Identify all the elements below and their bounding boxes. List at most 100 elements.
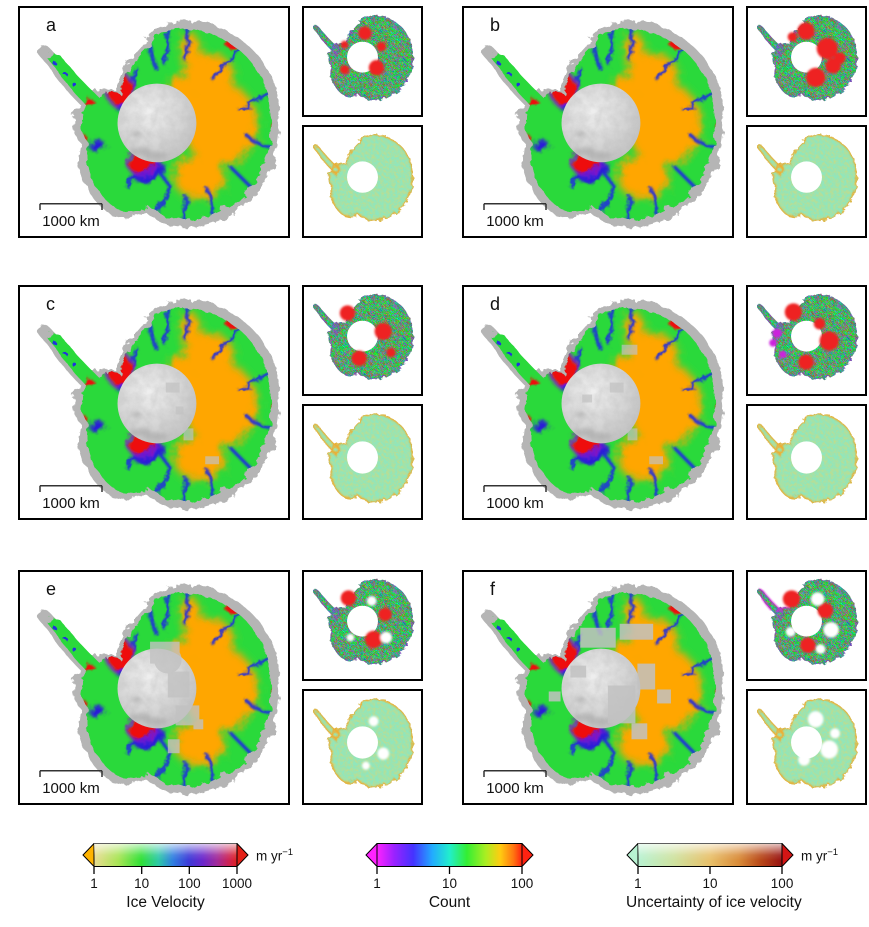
scale-bar-bracket <box>39 770 103 777</box>
scale-bar: 1000 km <box>37 770 105 797</box>
scale-bar: 1000 km <box>37 485 105 512</box>
panel-e: e 1000 km <box>18 570 423 805</box>
panel-f: f 1000 km <box>462 570 867 805</box>
colorbar-title: Uncertainty of ice velocity <box>626 894 802 911</box>
velocity-map-box-b: b 1000 km <box>462 6 734 238</box>
count-map-inset <box>302 6 423 117</box>
colorbar-ice-velocity: 1 10 100 1000 Ice Velocity m yr−1 <box>82 843 293 912</box>
panel-letter: b <box>490 15 501 35</box>
antarctica-ice-velocity-map <box>464 572 732 803</box>
velocity-map-box-f: f 1000 km <box>462 570 734 805</box>
tick-label: 100 <box>770 876 794 891</box>
panel-letter: d <box>490 294 501 314</box>
count-map-inset <box>746 570 867 681</box>
uncertainty-map-inset <box>302 689 423 805</box>
scale-bar-label: 1000 km <box>486 495 544 512</box>
uncertainty-map-inset <box>302 125 423 238</box>
uncertainty-tick-labels: 1 10 100 <box>626 876 794 892</box>
antarctica-ice-velocity-map <box>20 287 288 518</box>
count-map-inset <box>746 6 867 117</box>
unit-exponent: −1 <box>282 847 294 858</box>
uncertainty-map <box>304 127 421 236</box>
count-map-inset <box>746 285 867 396</box>
tick-label: 10 <box>441 876 458 891</box>
scale-bar-label: 1000 km <box>42 495 100 512</box>
scale-bar: 1000 km <box>481 203 549 230</box>
count-map-inset <box>302 570 423 681</box>
count-map <box>304 8 421 115</box>
colorbar-unit: m yr−1 <box>256 847 293 864</box>
inset-column <box>302 570 423 805</box>
velocity-map-box-d: d 1000 km <box>462 285 734 520</box>
uncertainty-map <box>304 406 421 518</box>
tick-label: 1 <box>634 876 642 891</box>
count-map <box>304 287 421 394</box>
tick-label: 100 <box>178 876 201 891</box>
ice-velocity-tick-labels: 1 10 100 1000 <box>82 876 252 892</box>
velocity-map-box-e: e 1000 km <box>18 570 290 805</box>
uncertainty-map-inset <box>302 404 423 520</box>
panel-letter: f <box>490 579 496 599</box>
panel-letter: c <box>46 294 55 314</box>
panel-d: d 1000 km <box>462 285 867 520</box>
colorbar-uncertainty: 1 10 100 Uncertainty of ice velocity m y… <box>626 843 838 912</box>
panel-a: a 1000 km <box>18 6 423 238</box>
right-arrow <box>236 843 249 868</box>
scale-bar-label: 1000 km <box>42 780 100 797</box>
scale-bar: 1000 km <box>37 203 105 230</box>
scale-bar-label: 1000 km <box>486 780 544 797</box>
unit-exponent: −1 <box>827 847 839 858</box>
inset-column <box>746 285 867 520</box>
uncertainty-map <box>304 691 421 803</box>
scale-bar-bracket <box>483 203 547 210</box>
colorbar-title: Count <box>428 894 471 911</box>
uncertainty-map-inset <box>746 689 867 805</box>
panel-b: b 1000 km <box>462 6 867 238</box>
antarctica-ice-velocity-map <box>464 8 732 236</box>
tick-label: 1 <box>90 876 98 891</box>
count-map <box>748 287 865 394</box>
scale-bar-label: 1000 km <box>486 213 544 230</box>
antarctica-ice-velocity-map <box>20 572 288 803</box>
uncertainty-map-inset <box>746 125 867 238</box>
scale-bar-label: 1000 km <box>42 213 100 230</box>
uncertainty-map-inset <box>746 404 867 520</box>
tick-label: 1000 <box>221 876 252 891</box>
left-arrow <box>82 843 95 868</box>
colorbar-count: 1 10 100 Count <box>365 843 534 912</box>
scale-bar-bracket <box>483 770 547 777</box>
velocity-map-box-c: c 1000 km <box>18 285 290 520</box>
unit-base: m yr <box>256 848 283 864</box>
inset-column <box>302 285 423 520</box>
ice-velocity-gradient-bar <box>82 843 249 874</box>
right-arrow <box>781 843 794 868</box>
tick-label: 100 <box>510 876 534 891</box>
panel-letter: e <box>46 579 57 599</box>
count-tick-labels: 1 10 100 <box>365 876 534 892</box>
uncertainty-map <box>748 127 865 236</box>
colorbar-title: Ice Velocity <box>126 894 205 911</box>
inset-column <box>746 6 867 238</box>
inset-column <box>302 6 423 238</box>
scale-bar: 1000 km <box>481 770 549 797</box>
inset-column <box>746 570 867 805</box>
count-map-inset <box>302 285 423 396</box>
panel-letter: a <box>46 15 57 35</box>
count-gradient-bar <box>365 843 534 874</box>
colorbar-unit: m yr−1 <box>801 847 838 864</box>
velocity-map-box-a: a 1000 km <box>18 6 290 238</box>
left-arrow <box>365 843 378 868</box>
tick-label: 10 <box>134 876 150 891</box>
left-arrow <box>626 843 639 868</box>
unit-base: m yr <box>801 848 828 864</box>
count-map <box>748 572 865 679</box>
scale-bar-bracket <box>483 485 547 492</box>
uncertainty-map <box>748 406 865 518</box>
count-map <box>748 8 865 115</box>
uncertainty-map <box>748 691 865 803</box>
uncertainty-gradient-bar <box>626 843 794 874</box>
scale-bar: 1000 km <box>481 485 549 512</box>
tick-label: 1 <box>373 876 381 891</box>
antarctica-ice-velocity-map <box>464 287 732 518</box>
